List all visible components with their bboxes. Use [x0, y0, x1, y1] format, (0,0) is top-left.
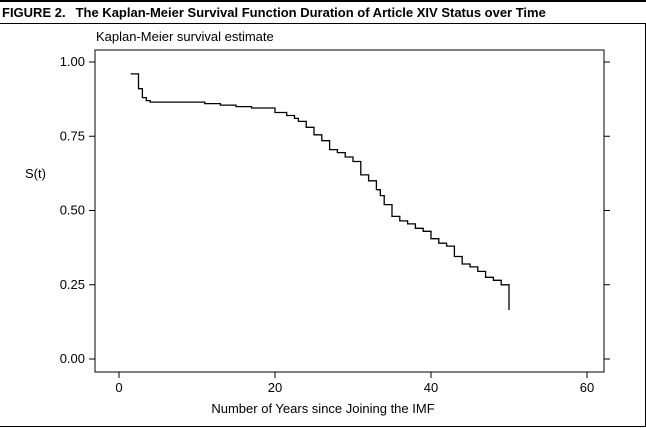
- x-tick-label: 40: [424, 380, 438, 395]
- plot-frame: [94, 49, 605, 373]
- x-tick-label: 60: [580, 380, 594, 395]
- x-tick-label: 0: [115, 380, 122, 395]
- chart-title: Kaplan-Meier survival estimate: [96, 29, 274, 44]
- figure-header: FIGURE 2. The Kaplan-Meier Survival Funct…: [0, 0, 646, 24]
- figure-number: FIGURE 2.: [2, 5, 66, 20]
- y-tick-label: 0.50: [60, 203, 85, 218]
- y-tick-label: 0.00: [60, 351, 85, 366]
- y-tick-label: 1.00: [60, 54, 85, 69]
- figure-title: The Kaplan-Meier Survival Function Durat…: [75, 5, 546, 20]
- x-axis-label: Number of Years since Joining the IMF: [211, 401, 434, 416]
- axis-ticks: 0.00 0.25 0.50 0.75 1.00 0 20 40 60: [60, 54, 610, 395]
- y-tick-label: 0.75: [60, 128, 85, 143]
- y-tick-label: 0.25: [60, 277, 85, 292]
- bottom-rule: [0, 426, 646, 427]
- x-tick-label: 20: [268, 380, 282, 395]
- km-survival-line: [130, 73, 510, 310]
- figure-caption: FIGURE 2. The Kaplan-Meier Survival Funct…: [2, 5, 546, 20]
- y-axis-label: S(t): [25, 166, 46, 181]
